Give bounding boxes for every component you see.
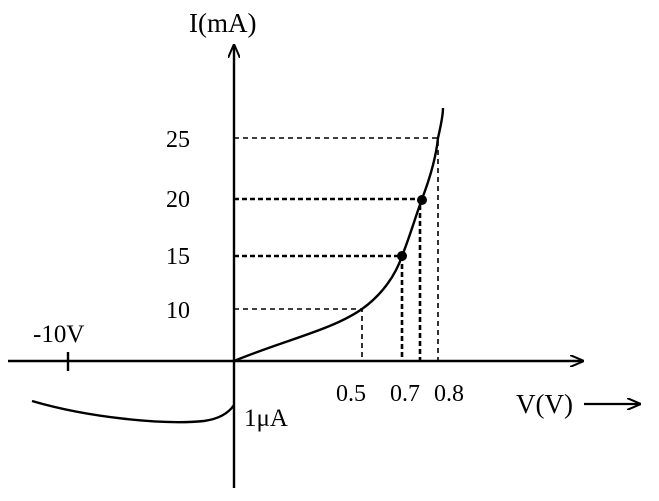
x-tick-label-0.5: 0.5 bbox=[336, 381, 366, 407]
x-tick-label-0.8: 0.8 bbox=[434, 381, 464, 407]
y-tick-label-10: 10 bbox=[166, 298, 190, 324]
y-tick-label-25: 25 bbox=[166, 127, 190, 153]
point-0.65-15 bbox=[397, 251, 407, 261]
guide-line-20 bbox=[234, 197, 422, 361]
x-axis-label: V(V) bbox=[516, 389, 573, 419]
reverse-voltage-label: -10V bbox=[33, 321, 84, 348]
reverse-current-label: 1μA bbox=[244, 405, 288, 432]
point-0.7-20 bbox=[417, 195, 427, 205]
x-tick-label-0.7: 0.7 bbox=[390, 381, 420, 407]
reverse-curve bbox=[31, 399, 235, 424]
y-tick-label-20: 20 bbox=[166, 187, 190, 213]
forward-curve bbox=[233, 107, 445, 363]
y-axis-label: I(mA) bbox=[189, 8, 256, 38]
y-tick-label-15: 15 bbox=[166, 244, 190, 270]
guide-line-25 bbox=[234, 137, 439, 361]
